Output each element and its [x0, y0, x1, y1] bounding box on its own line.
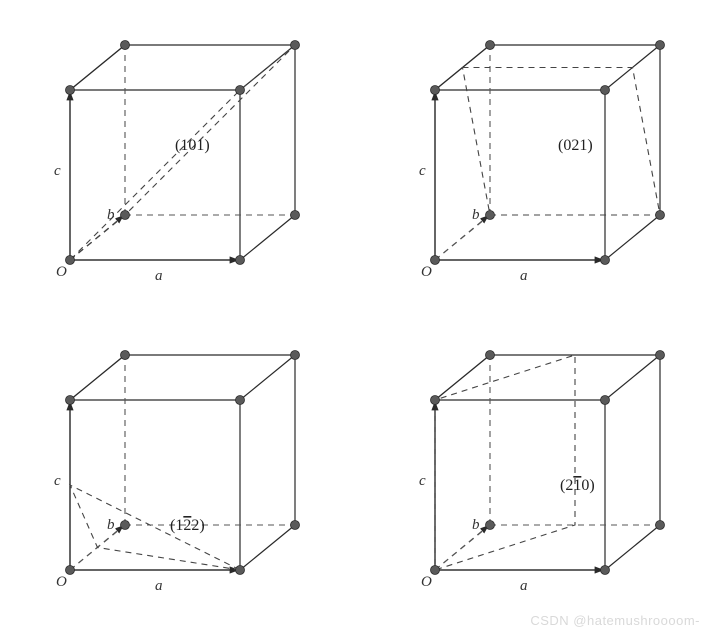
vertex-top_a	[601, 396, 610, 405]
label-b: b	[107, 207, 115, 223]
label-O: O	[56, 574, 67, 590]
vertex-b	[486, 521, 495, 530]
miller-label: (101)	[175, 137, 210, 154]
label-a: a	[520, 578, 528, 594]
label-c: c	[419, 473, 426, 489]
vertex-top_b	[486, 351, 495, 360]
label-b: b	[472, 207, 480, 223]
vertex-ab	[291, 211, 300, 220]
vertex-O	[66, 256, 75, 265]
watermark-text: CSDN @hatemushroooom-	[530, 613, 700, 628]
vertex-top_O	[431, 396, 440, 405]
vertex-ab	[656, 521, 665, 530]
vertex-top_O	[66, 396, 75, 405]
background	[0, 0, 720, 636]
vertex-a	[601, 256, 610, 265]
label-c: c	[419, 163, 426, 179]
label-O: O	[421, 574, 432, 590]
label-a: a	[155, 578, 163, 594]
miller-label: (021)	[558, 137, 593, 154]
vertex-b	[121, 521, 130, 530]
label-c: c	[54, 163, 61, 179]
vertex-b	[486, 211, 495, 220]
vertex-O	[66, 566, 75, 575]
vertex-top_ab	[656, 351, 665, 360]
vertex-top_a	[236, 396, 245, 405]
label-O: O	[56, 264, 67, 280]
vertex-top_O	[66, 86, 75, 95]
vertex-a	[236, 256, 245, 265]
vertex-top_a	[236, 86, 245, 95]
miller-label: (210)	[560, 477, 595, 494]
vertex-ab	[656, 211, 665, 220]
label-c: c	[54, 473, 61, 489]
vertex-ab	[291, 521, 300, 530]
vertex-top_ab	[291, 351, 300, 360]
vertex-top_a	[601, 86, 610, 95]
label-b: b	[472, 517, 480, 533]
vertex-O	[431, 256, 440, 265]
vertex-top_b	[486, 41, 495, 50]
vertex-b	[121, 211, 130, 220]
vertex-top_O	[431, 86, 440, 95]
vertex-a	[601, 566, 610, 575]
vertex-top_ab	[656, 41, 665, 50]
label-a: a	[155, 268, 163, 284]
figure-root: Oa b c (101) Oa b c (021) Oa b c (122) Oa b c (210)	[0, 0, 720, 636]
label-b: b	[107, 517, 115, 533]
label-O: O	[421, 264, 432, 280]
vertex-O	[431, 566, 440, 575]
vertex-top_b	[121, 351, 130, 360]
vertex-a	[236, 566, 245, 575]
vertex-top_ab	[291, 41, 300, 50]
label-a: a	[520, 268, 528, 284]
miller-label: (122)	[170, 517, 205, 534]
vertex-top_b	[121, 41, 130, 50]
